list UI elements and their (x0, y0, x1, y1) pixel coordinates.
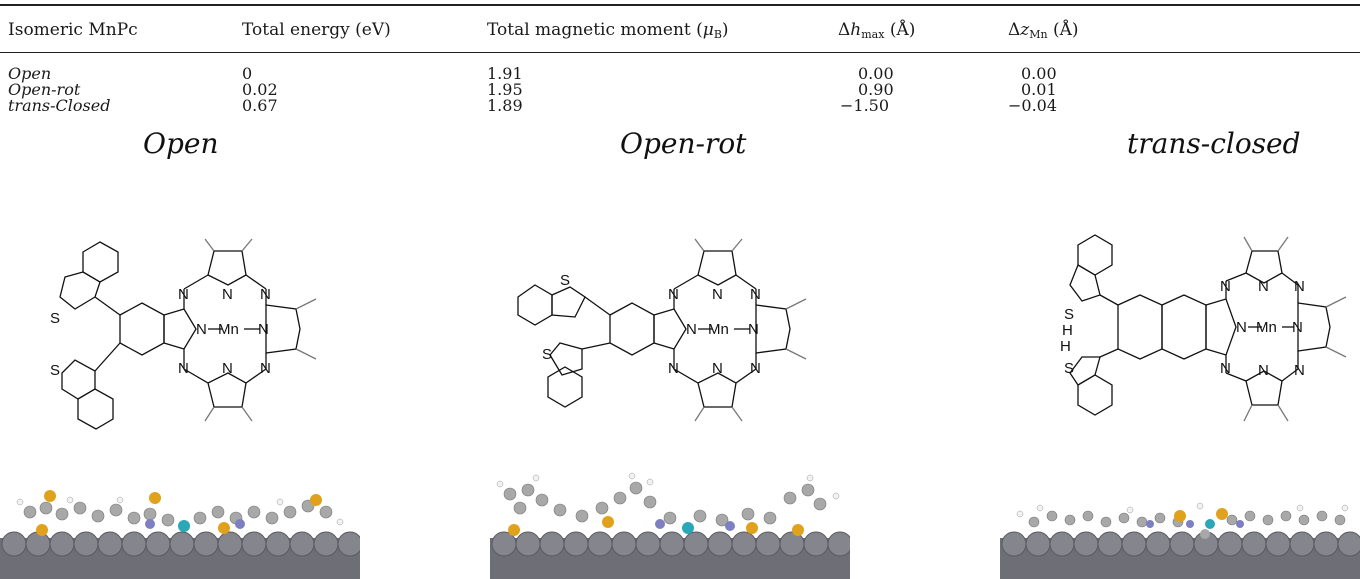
atom-n-2: N (258, 321, 269, 338)
panel-label-open: Open (143, 127, 219, 160)
header-dz: ΔzMn (Å) (1008, 20, 1079, 41)
atom-s-2: S (50, 362, 60, 379)
table-header-rule (0, 52, 1360, 53)
header-moment-prefix: Total magnetic moment ( (487, 20, 703, 40)
atom-n-8: N (1294, 362, 1305, 379)
atom-n-3: N (178, 286, 189, 303)
atom-n-3: N (1220, 278, 1231, 295)
row-2-moment: 1.89 (487, 96, 523, 115)
header-dh-suffix: (Å) (884, 20, 916, 40)
open-rot-3d-model (490, 472, 850, 579)
atom-n-1: N (686, 321, 697, 338)
atom-s-2: S (542, 346, 552, 363)
atom-n-7: N (1294, 278, 1305, 295)
open-3d-model (0, 490, 360, 579)
atom-mn: Mn (1256, 319, 1277, 336)
atom-n-5: N (1258, 278, 1269, 295)
atom-n-3: N (668, 286, 679, 303)
table-top-rule (0, 4, 1360, 6)
header-dz-symbol: z (1020, 20, 1030, 40)
atom-n-1: N (196, 321, 207, 338)
row-0-energy: 0 (242, 64, 253, 83)
atom-n-2: N (1292, 319, 1303, 336)
atom-s-2: S (1064, 360, 1074, 377)
header-isomer: Isomeric MnPc (8, 20, 138, 40)
row-1-dz: 0.01 (1021, 80, 1057, 99)
atom-h-2: H (1060, 338, 1071, 355)
atom-n-7: N (750, 286, 761, 303)
atom-mn: Mn (708, 321, 729, 338)
header-dh-prefix: Δ (838, 20, 851, 40)
atom-n-5: N (222, 286, 233, 303)
row-0-dh: 0.00 (858, 64, 894, 83)
atom-s-1: S (560, 272, 570, 289)
header-dh: Δhmax (Å) (838, 20, 915, 41)
atom-n-1: N (1236, 319, 1247, 336)
header-dh-sub: max (861, 28, 885, 41)
row-0-dz: 0.00 (1021, 64, 1057, 83)
header-energy: Total energy (eV) (242, 20, 391, 40)
atom-s-1: S (50, 310, 60, 327)
header-moment-sub: B (713, 28, 722, 41)
atom-n-6: N (222, 360, 233, 377)
atom-n-4: N (668, 360, 679, 377)
panel-label-open-rot: Open-rot (620, 127, 747, 160)
header-dz-suffix: (Å) (1047, 20, 1079, 40)
atom-s-1: S (1064, 306, 1074, 323)
trans-closed-3d-model (1000, 502, 1360, 579)
header-dh-symbol: h (850, 20, 862, 40)
atom-n-8: N (750, 360, 761, 377)
row-1-dh: 0.90 (858, 80, 894, 99)
atom-n-6: N (712, 360, 723, 377)
atom-n-6: N (1258, 362, 1269, 379)
atom-n-4: N (178, 360, 189, 377)
row-2-dh: −1.50 (840, 96, 890, 115)
row-2-dz: −0.04 (1008, 96, 1058, 115)
atom-n-7: N (260, 286, 271, 303)
open-rot-structure: S S N Mn N N N N N N N (517, 238, 807, 422)
row-1-moment: 1.95 (487, 80, 523, 99)
row-2-isomer: trans-Closed (8, 96, 111, 115)
header-moment: Total magnetic moment (μB) (487, 20, 729, 41)
header-dz-sub: Mn (1029, 28, 1048, 41)
atom-n-8: N (260, 360, 271, 377)
atom-n-4: N (1220, 360, 1231, 377)
row-0-isomer: Open (8, 64, 52, 83)
row-1-isomer: Open-rot (8, 80, 81, 99)
header-dz-prefix: Δ (1008, 20, 1021, 40)
atom-n-2: N (748, 321, 759, 338)
trans-closed-structure: S S H H N Mn N N N N N N N (1060, 234, 1347, 422)
row-2-energy: 0.67 (242, 96, 278, 115)
atom-h-1: H (1062, 322, 1073, 339)
header-moment-suffix: ) (721, 20, 729, 40)
row-1-energy: 0.02 (242, 80, 278, 99)
open-structure: S S N Mn N N N N N N N (50, 238, 317, 430)
atom-n-5: N (712, 286, 723, 303)
row-0-moment: 1.91 (487, 64, 523, 83)
panel-label-trans-closed: trans-closed (1127, 127, 1301, 160)
header-moment-symbol: μ (702, 20, 714, 40)
atom-mn: Mn (218, 321, 239, 338)
